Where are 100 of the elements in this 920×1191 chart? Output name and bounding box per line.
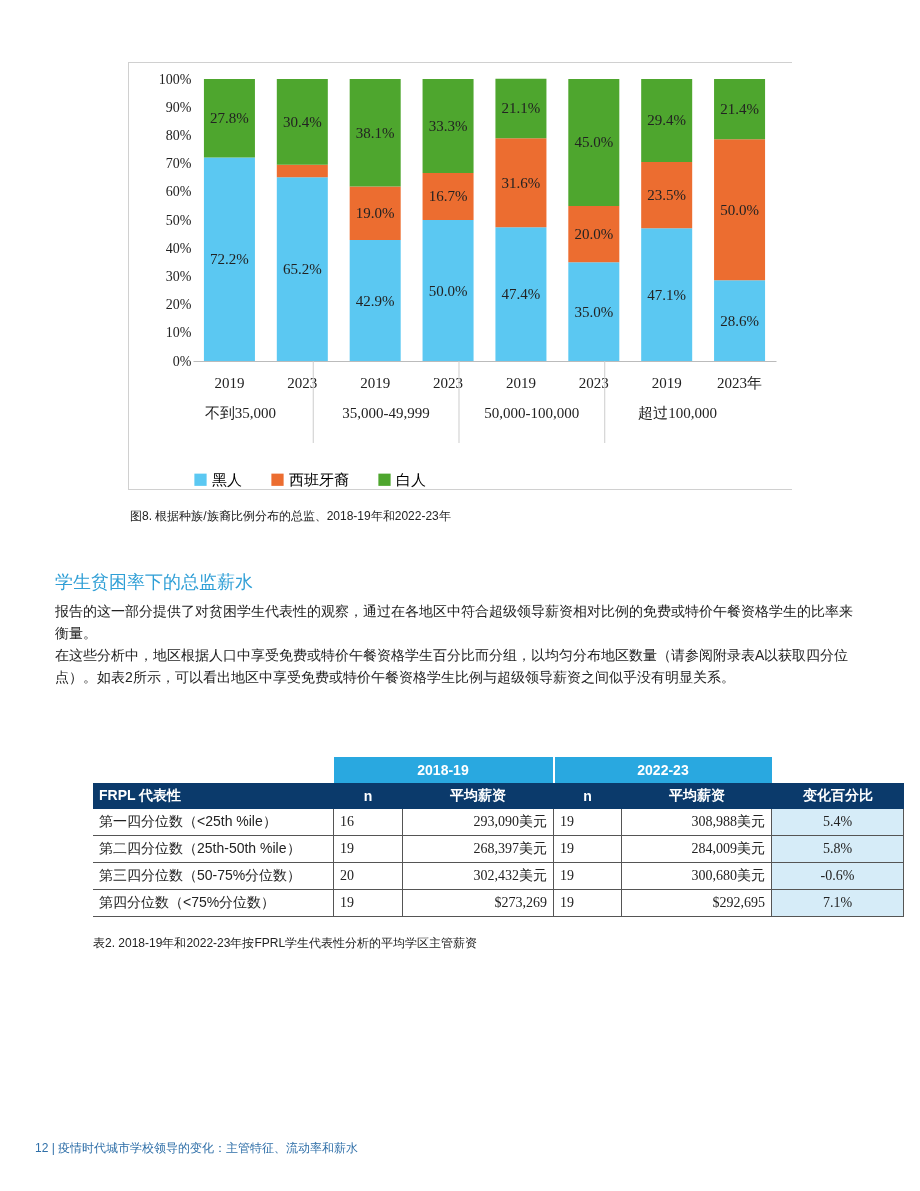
text: 第一四分位数（<25th %ile） <box>93 809 334 836</box>
text: 表2. 2018-19年和2022-23年按FPRL学生代表性分析的平均学区主管薪资 <box>93 935 478 952</box>
text: n <box>333 783 403 809</box>
x-tick-label: 2023年 <box>717 374 763 391</box>
bar <box>714 139 766 281</box>
data-label: 21.4% <box>720 101 759 118</box>
data-label: 50.0% <box>428 282 468 299</box>
y-tick-label: 90% <box>165 99 192 115</box>
bar <box>568 262 620 361</box>
text: FRPL 代表性 <box>93 783 334 809</box>
x-tick-label: 2019 <box>651 374 682 391</box>
x-tick-label: 2023 <box>433 374 464 391</box>
bar <box>568 205 620 263</box>
data-label: 72.2% <box>210 251 249 268</box>
data-label: 42.9% <box>355 292 395 309</box>
bar <box>349 79 401 187</box>
text: 2022-23 <box>553 757 772 783</box>
x-tick-label: 2023 <box>287 374 318 391</box>
text: 不到35,000 <box>204 405 276 421</box>
y-tick-label: 70% <box>165 156 192 172</box>
bar <box>203 79 255 158</box>
x-tick-label: 2019 <box>214 374 245 391</box>
bar <box>495 78 547 139</box>
y-tick-label: 80% <box>165 127 192 143</box>
text: 5.8% <box>771 835 904 863</box>
text: $292,695 <box>621 889 772 917</box>
text: 19 <box>553 889 622 917</box>
text: 19 <box>333 835 403 863</box>
data-label: 47.1% <box>647 286 687 303</box>
text: 平均薪资 <box>621 783 772 809</box>
y-tick-label: 40% <box>165 240 192 256</box>
text: 293,090美元 <box>402 809 554 836</box>
text: 第三四分位数（50-75%分位数） <box>93 862 334 890</box>
text: $273,269 <box>402 889 554 917</box>
y-tick-label: 10% <box>165 325 192 341</box>
bar <box>422 172 474 220</box>
x-tick-label: 2019 <box>360 374 391 391</box>
data-label: 29.4% <box>647 112 687 129</box>
text: 学生贫困率下的总监薪水 <box>55 571 253 594</box>
bar <box>422 79 474 173</box>
bar <box>714 280 766 361</box>
bar <box>495 227 547 361</box>
data-label: 16.7% <box>428 188 468 205</box>
text: 5.4% <box>771 809 904 836</box>
bar <box>641 79 693 162</box>
y-tick-label: 100% <box>158 71 192 87</box>
text: 16 <box>333 809 403 836</box>
legend-label: 西班牙裔 <box>289 471 349 488</box>
y-tick-label: 20% <box>165 297 192 313</box>
text: 第四分位数（<75%分位数） <box>93 889 334 917</box>
legend-label: 黑人 <box>212 471 242 488</box>
text: 12 | 疫情时代城市学校领导的变化：主管特征、流动率和薪水 <box>35 1140 359 1157</box>
text: 19 <box>333 889 403 917</box>
text: 268,397美元 <box>402 835 554 863</box>
text: 在这些分析中，地区根据人口中享受免费或特价午餐资格学生百分比而分组，以均匀分布地区数量（请参阅附录表A以获取四分位点）。如表2所示，可以看出地区中享受免费或特价午餐资格学生比例与超级领导薪资之间似乎没有明显关系。 <box>55 646 850 687</box>
data-label: 31.6% <box>501 174 541 191</box>
y-tick-label: 0% <box>172 353 192 369</box>
data-label: 50.0% <box>720 201 759 218</box>
data-label: 23.5% <box>647 187 687 204</box>
data-label: 38.1% <box>355 124 395 141</box>
data-label: 28.6% <box>720 312 759 329</box>
data-label: 47.4% <box>501 286 541 303</box>
text: n <box>553 783 622 809</box>
text: 20 <box>333 862 403 890</box>
text: 第二四分位数（25th-50th %ile） <box>93 835 334 863</box>
data-label: 21.1% <box>501 100 541 117</box>
bar <box>641 228 693 361</box>
bar <box>276 79 328 165</box>
data-label: 35.0% <box>574 303 614 320</box>
data-label: 19.0% <box>355 205 395 222</box>
data-label: 20.0% <box>574 226 614 243</box>
text: 300,680美元 <box>621 862 772 890</box>
text: 308,988美元 <box>621 809 772 836</box>
legend-label: 白人 <box>396 471 426 488</box>
text: 超过100,000 <box>638 405 717 421</box>
text: -0.6% <box>771 862 904 890</box>
bar <box>276 164 328 178</box>
bar <box>349 240 401 361</box>
text: 2018-19 <box>333 757 554 783</box>
text: 302,432美元 <box>402 862 554 890</box>
bar <box>495 138 547 228</box>
text: 19 <box>553 809 622 836</box>
y-tick-label: 30% <box>165 268 192 284</box>
text: 变化百分比 <box>771 783 904 809</box>
text: 19 <box>553 862 622 890</box>
data-label: 45.0% <box>574 134 614 151</box>
text: 19 <box>553 835 622 863</box>
y-tick-label: 50% <box>165 212 192 228</box>
bar <box>422 220 474 361</box>
text: 报告的这一部分提供了对贫困学生代表性的观察，通过在各地区中符合超级领导薪资相对比例的免费或特价午餐资格学生的比率来衡量。 <box>55 602 854 643</box>
bar <box>714 79 766 140</box>
text: 7.1% <box>771 889 904 917</box>
text: 50,000-100,000 <box>484 405 580 421</box>
text: 284,009美元 <box>621 835 772 863</box>
bar <box>203 157 255 361</box>
text: 平均薪资 <box>402 783 554 809</box>
data-label: 33.3% <box>428 117 468 134</box>
bar <box>568 79 620 206</box>
text: 35,000-49,999 <box>342 405 430 421</box>
data-label: 27.8% <box>210 110 249 127</box>
